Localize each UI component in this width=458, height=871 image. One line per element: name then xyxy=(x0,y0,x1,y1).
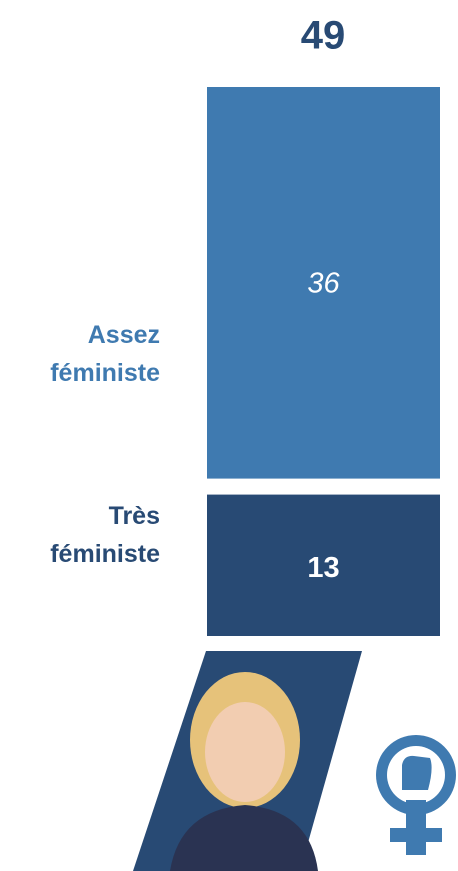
venus-bar xyxy=(390,828,442,842)
legend-label: Assez féministe xyxy=(10,316,160,392)
venus-stem xyxy=(406,800,426,855)
illustration xyxy=(133,651,456,871)
face xyxy=(205,702,285,802)
value-label: 13 xyxy=(307,552,339,584)
total-label: 49 xyxy=(301,14,346,58)
fist xyxy=(402,756,432,790)
page: 49 1336 Assez féministe Très féministe (… xyxy=(0,0,458,871)
chart: 49 13 36 xyxy=(0,0,458,871)
value-label: 36 xyxy=(307,267,340,299)
legend-label: Très féministe xyxy=(10,497,160,573)
